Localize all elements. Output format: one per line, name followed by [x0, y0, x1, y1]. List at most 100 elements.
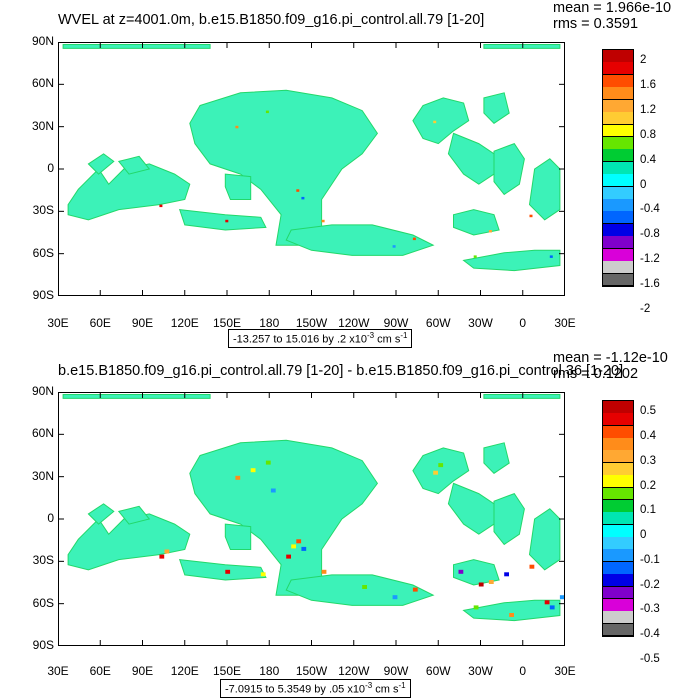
panel2-map	[58, 392, 565, 646]
colorbar-swatch	[603, 425, 633, 439]
colorbar-swatch	[603, 62, 633, 76]
field-speckle	[321, 569, 327, 574]
colorbar-swatch	[603, 438, 633, 451]
field-speckle	[549, 255, 553, 258]
panel1-mean: mean = 1.966e-10	[553, 0, 672, 16]
ocean-field-region	[483, 442, 510, 474]
field-speckle	[291, 544, 296, 549]
ocean-field-region	[453, 209, 500, 236]
lon-tick-label: 60W	[425, 664, 451, 678]
field-speckle	[392, 595, 398, 600]
ocean-field-region	[528, 508, 561, 571]
colorbar-tick-label: -0.2	[640, 578, 660, 591]
lon-tick-label: 90W	[383, 316, 409, 330]
panel1-lat-axis: 90N 60N 30N 0 30S 60S 90S	[20, 34, 56, 302]
lat-tick-label: 90N	[31, 34, 54, 48]
colorbar-tick-label: 2	[640, 54, 647, 67]
field-speckle	[159, 554, 165, 559]
ocean-field-region	[117, 505, 151, 525]
ocean-field-region	[493, 492, 525, 546]
ocean-field-region	[117, 155, 151, 175]
colorbar-swatch	[603, 199, 633, 212]
lat-tick-label: 0	[47, 511, 54, 525]
panel1-map	[58, 42, 565, 296]
colorbar-tick-label: -0.5	[640, 652, 660, 665]
lon-tick-label: 30E	[47, 664, 69, 678]
lon-tick-label: 90E	[131, 664, 154, 678]
colorbar-swatch	[603, 413, 633, 427]
field-speckle	[504, 572, 509, 577]
colorbar-tick-label: -0.4	[640, 203, 660, 216]
field-speckle	[529, 564, 535, 569]
lon-tick-label: 60E	[89, 664, 111, 678]
lon-tick-label: 120E	[170, 664, 199, 678]
colorbar-swatch	[603, 99, 633, 113]
field-speckle	[270, 488, 276, 493]
field-speckle	[433, 120, 437, 124]
ocean-field-region	[412, 447, 470, 495]
colorbar-swatch	[603, 561, 633, 575]
panel1-title: WVEL at z=4001.0m, b.e15.B1850.f09_g16.p…	[58, 12, 485, 28]
colorbar-swatch	[603, 149, 633, 163]
colorbar-swatch	[603, 236, 633, 250]
panel2-range-label: -7.0915 to 5.3549 by .05 x10-3 cm s-1	[220, 679, 411, 698]
field-speckle	[235, 125, 239, 129]
colorbar-tick-label: 0.8	[640, 128, 656, 141]
colorbar-tick-label: 1.6	[640, 79, 656, 92]
field-speckle	[225, 219, 229, 223]
lat-tick-label: 30S	[32, 553, 54, 568]
ocean-field-region	[62, 394, 211, 399]
colorbar-swatch	[603, 401, 633, 414]
field-speckle	[473, 605, 479, 610]
ocean-field-region	[178, 209, 267, 231]
colorbar-swatch	[603, 112, 633, 125]
lon-tick-label: 30W	[468, 316, 493, 330]
lon-tick-label: 30E	[554, 664, 576, 678]
ocean-field-region	[224, 523, 252, 550]
colorbar-swatch	[603, 598, 633, 612]
field-speckle	[559, 595, 565, 600]
field-speckle	[301, 546, 307, 551]
lat-tick-label: 90N	[31, 384, 54, 398]
lon-tick-label: 30W	[468, 664, 493, 678]
colorbar-swatch	[603, 487, 633, 501]
colorbar-tick-label: 0	[640, 529, 647, 542]
colorbar-swatch	[603, 623, 633, 637]
colorbar-swatch	[603, 586, 633, 600]
lat-tick-label: 60S	[32, 245, 54, 260]
colorbar-swatch	[603, 211, 633, 225]
colorbar-swatch	[603, 524, 633, 538]
lon-tick-label: 120E	[170, 316, 199, 330]
panel2-colorbar-labels: 0.5 0.4 0.3 0.2 0.1 0 -0.1 -0.2 -0.3 -0.4 -0.5	[640, 400, 680, 664]
ocean-field-region	[62, 44, 211, 49]
field-speckle	[529, 214, 533, 218]
colorbar-swatch	[603, 537, 633, 550]
lon-tick-label: 30E	[47, 316, 69, 330]
panel1-lon-axis: 30E 60E 90E 120E 150E 180 150W 120W 90W 60W 30W 0 30…	[47, 316, 575, 332]
colorbar-tick-label: 0.4	[640, 153, 656, 166]
ocean-field-region	[178, 559, 267, 581]
colorbar-swatch	[603, 136, 633, 150]
lon-tick-label: 150W	[295, 664, 328, 678]
colorbar-swatch	[603, 87, 633, 101]
panel2-lon-axis: 30E 60E 90E 120E 150E 180 150W 120W 90W 60W 30W 0 30…	[47, 664, 575, 680]
field-speckle	[412, 237, 416, 241]
colorbar-swatch	[603, 273, 633, 287]
lon-tick-label: 150W	[295, 316, 328, 330]
colorbar-tick-label: 0.2	[640, 479, 656, 492]
ocean-field-region	[224, 173, 252, 200]
ocean-field-region	[493, 142, 525, 196]
lon-tick-label: 30E	[554, 316, 576, 330]
lon-tick-label: 60W	[425, 316, 451, 330]
lat-tick-label: 90S	[32, 638, 54, 652]
field-speckle	[159, 204, 163, 208]
field-speckle	[488, 230, 492, 233]
panel2-lat-axis: 90N 60N 30N 0 30S 60S 90S	[20, 384, 56, 652]
colorbar-tick-label: 0.4	[640, 430, 656, 443]
colorbar-tick-label: -2	[640, 302, 651, 315]
panel1-colorbar-labels: 2 1.6 1.2 0.8 0.4 0 -0.4 -0.8 -1.2 -1.6 -2	[640, 49, 680, 314]
field-speckle	[321, 219, 325, 223]
field-speckle	[235, 475, 241, 480]
colorbar-tick-label: 1.2	[640, 104, 656, 117]
panel1-rms: rms = 0.3591	[553, 16, 639, 32]
